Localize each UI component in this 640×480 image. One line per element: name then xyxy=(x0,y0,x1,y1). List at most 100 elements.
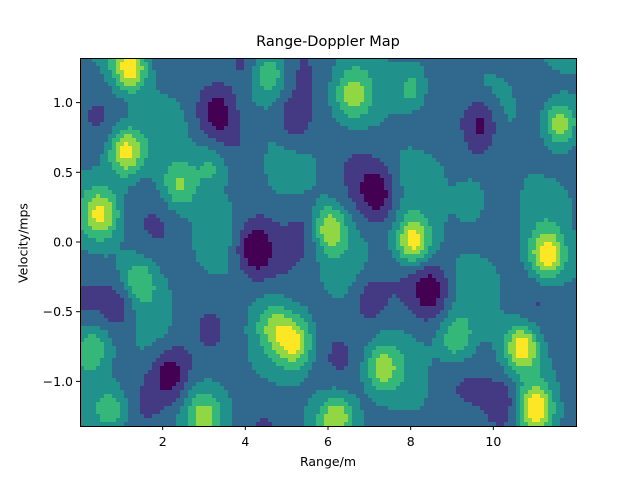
heatmap-cell xyxy=(448,110,453,115)
heatmap-layer xyxy=(80,58,577,427)
heatmap-cell xyxy=(364,90,369,95)
heatmap-cell xyxy=(132,166,137,171)
heatmap-cell xyxy=(128,182,133,187)
heatmap-cell xyxy=(408,150,413,155)
heatmap-cell xyxy=(472,214,477,219)
heatmap-cell xyxy=(444,98,449,103)
heatmap-cell xyxy=(136,186,141,191)
heatmap-cell xyxy=(428,86,433,91)
heatmap-cell xyxy=(224,62,229,67)
heatmap-cell xyxy=(432,138,437,143)
heatmap-cell xyxy=(440,202,445,207)
heatmap-cell xyxy=(120,98,125,103)
heatmap-cell xyxy=(272,186,277,191)
heatmap-cell xyxy=(540,198,545,203)
heatmap-cell xyxy=(544,182,549,187)
heatmap-cell xyxy=(324,134,329,139)
heatmap-cell xyxy=(292,158,297,163)
heatmap-cell xyxy=(152,66,157,71)
heatmap-cell xyxy=(124,114,129,119)
heatmap-cell xyxy=(552,98,557,103)
heatmap-cell xyxy=(148,118,153,123)
heatmap-cell xyxy=(100,58,105,63)
heatmap-cell xyxy=(108,78,113,83)
heatmap-cell xyxy=(352,198,357,203)
heatmap-cell xyxy=(368,98,373,103)
heatmap-cell xyxy=(316,210,321,215)
heatmap-cell xyxy=(504,98,509,103)
heatmap-cell xyxy=(320,78,325,83)
heatmap-cell xyxy=(124,170,129,175)
heatmap-cell xyxy=(88,126,93,131)
heatmap-cell xyxy=(176,206,181,211)
heatmap-cell xyxy=(484,150,489,155)
heatmap-cell xyxy=(136,70,141,75)
heatmap-cell xyxy=(228,214,233,219)
heatmap-cell xyxy=(276,182,281,187)
heatmap-cell xyxy=(480,86,485,91)
heatmap-cell xyxy=(340,182,345,187)
heatmap-cell xyxy=(340,82,345,87)
heatmap-cell xyxy=(140,62,145,67)
heatmap-cell xyxy=(360,142,365,147)
heatmap-cell xyxy=(276,58,281,63)
heatmap-cell xyxy=(488,178,493,183)
heatmap-cell xyxy=(344,90,349,95)
heatmap-cell xyxy=(464,206,469,211)
heatmap-cell xyxy=(96,182,101,187)
heatmap-cell xyxy=(284,114,289,119)
heatmap-cell xyxy=(308,202,313,207)
heatmap-cell xyxy=(272,58,277,63)
heatmap-cell xyxy=(364,198,369,203)
heatmap-cell xyxy=(244,146,249,151)
heatmap-cell xyxy=(392,158,397,163)
heatmap-cell xyxy=(140,158,145,163)
heatmap-cell xyxy=(540,70,545,75)
heatmap-cell xyxy=(200,130,205,135)
heatmap-cell xyxy=(328,126,333,131)
heatmap-cell xyxy=(436,178,441,183)
heatmap-cell xyxy=(252,198,257,203)
heatmap-cell xyxy=(204,118,209,123)
heatmap-cell xyxy=(188,194,193,199)
heatmap-cell xyxy=(520,162,525,167)
heatmap-cell xyxy=(568,74,573,79)
heatmap-cell xyxy=(348,74,353,79)
heatmap-cell xyxy=(188,110,193,115)
heatmap-cell xyxy=(136,158,141,163)
heatmap-cell xyxy=(372,194,377,199)
heatmap-cell xyxy=(376,110,381,115)
heatmap-cell xyxy=(192,86,197,91)
heatmap-cell xyxy=(484,98,489,103)
heatmap-cell xyxy=(152,70,157,75)
heatmap-cell xyxy=(536,82,541,87)
heatmap-cell xyxy=(568,178,573,183)
heatmap-cell xyxy=(508,138,513,143)
heatmap-cell xyxy=(416,158,421,163)
heatmap-cell xyxy=(200,186,205,191)
heatmap-cell xyxy=(96,94,101,99)
heatmap-cell xyxy=(328,210,333,215)
heatmap-cell xyxy=(572,62,577,67)
heatmap-cell xyxy=(328,58,333,63)
heatmap-cell xyxy=(96,174,101,179)
heatmap-cell xyxy=(120,206,125,211)
heatmap-cell xyxy=(212,90,217,95)
heatmap-cell xyxy=(108,74,113,79)
heatmap-cell xyxy=(88,206,93,211)
heatmap-cell xyxy=(296,170,301,175)
heatmap-cell xyxy=(460,178,465,183)
heatmap-cell xyxy=(444,186,449,191)
heatmap-cell xyxy=(204,102,209,107)
heatmap-cell xyxy=(504,66,509,71)
heatmap-cell xyxy=(312,82,317,87)
heatmap-cell xyxy=(456,142,461,147)
heatmap-cell xyxy=(360,114,365,119)
heatmap-cell xyxy=(504,170,509,175)
heatmap-cell xyxy=(208,202,213,207)
heatmap-cell xyxy=(492,146,497,151)
heatmap-cell xyxy=(304,98,309,103)
heatmap-cell xyxy=(356,102,361,107)
heatmap-cell xyxy=(564,170,569,175)
heatmap-cell xyxy=(312,106,317,111)
